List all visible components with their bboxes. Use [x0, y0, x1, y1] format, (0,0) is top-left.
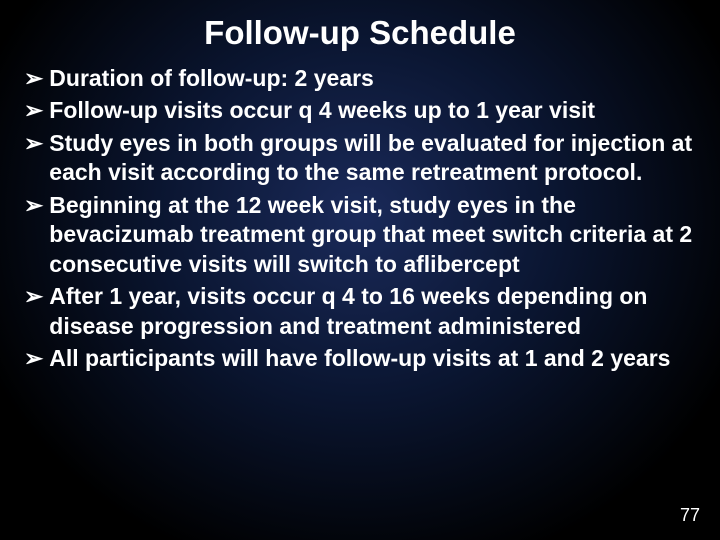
- bullet-marker-icon: ➢: [24, 129, 43, 158]
- bullet-text: All participants will have follow-up vis…: [49, 344, 700, 373]
- bullet-text: Beginning at the 12 week visit, study ey…: [49, 191, 700, 279]
- slide-container: Follow-up Schedule ➢ Duration of follow-…: [0, 0, 720, 540]
- bullet-marker-icon: ➢: [24, 282, 43, 311]
- list-item: ➢ Duration of follow-up: 2 years: [24, 64, 700, 93]
- page-number: 77: [680, 505, 700, 526]
- bullet-marker-icon: ➢: [24, 96, 43, 125]
- bullet-text: Duration of follow-up: 2 years: [49, 64, 700, 93]
- bullet-text: Study eyes in both groups will be evalua…: [49, 129, 700, 188]
- list-item: ➢ Beginning at the 12 week visit, study …: [24, 191, 700, 279]
- bullet-marker-icon: ➢: [24, 344, 43, 373]
- list-item: ➢ All participants will have follow-up v…: [24, 344, 700, 373]
- list-item: ➢ Study eyes in both groups will be eval…: [24, 129, 700, 188]
- list-item: ➢ After 1 year, visits occur q 4 to 16 w…: [24, 282, 700, 341]
- bullet-marker-icon: ➢: [24, 64, 43, 93]
- slide-title: Follow-up Schedule: [20, 14, 700, 52]
- bullet-text: After 1 year, visits occur q 4 to 16 wee…: [49, 282, 700, 341]
- bullet-list: ➢ Duration of follow-up: 2 years ➢ Follo…: [20, 64, 700, 373]
- bullet-text: Follow-up visits occur q 4 weeks up to 1…: [49, 96, 700, 125]
- bullet-marker-icon: ➢: [24, 191, 43, 220]
- list-item: ➢ Follow-up visits occur q 4 weeks up to…: [24, 96, 700, 125]
